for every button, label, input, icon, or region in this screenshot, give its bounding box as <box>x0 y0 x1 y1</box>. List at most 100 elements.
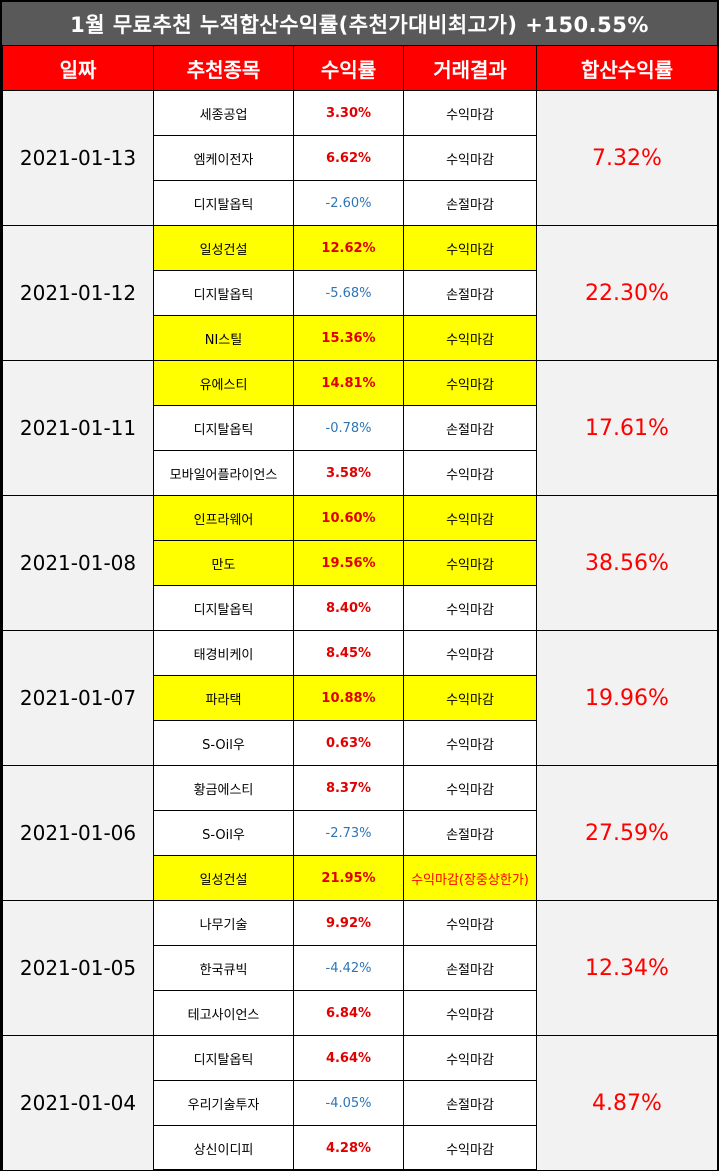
return-cell: -4.42% <box>293 945 404 991</box>
date-cell: 2021-01-06 <box>2 765 154 901</box>
return-cell: 4.28% <box>293 1125 404 1171</box>
stock-cell: 유에스티 <box>153 360 294 406</box>
result-cell: 수익마감 <box>403 135 537 181</box>
result-cell: 수익마감 <box>403 450 537 496</box>
result-cell: 수익마감 <box>403 1035 537 1081</box>
table-row: 테고사이언스 6.84% 수익마감 <box>3 990 718 1036</box>
header-result: 거래결과 <box>403 45 537 91</box>
table-row: 2021-01-06 황금에스티 8.37% 수익마감 27.59% <box>2 765 718 901</box>
stock-cell: 엠케이전자 <box>153 135 294 181</box>
stock-cell: 모바일어플라이언스 <box>153 450 294 496</box>
stock-cell: 나무기술 <box>153 900 294 946</box>
date-cell: 2021-01-04 <box>2 1035 154 1171</box>
page-title: 1월 무료추천 누적합산수익률(추천가대비최고가) +150.55% <box>2 2 717 45</box>
return-cell: 8.37% <box>293 765 404 811</box>
return-cell: 3.30% <box>293 90 404 136</box>
header-total: 합산수익률 <box>536 45 718 91</box>
stock-cell: 디지탈옵틱 <box>153 405 294 451</box>
table-row: S-Oil우 0.63% 수익마감 <box>3 720 718 766</box>
table-row: 엠케이전자 6.62% 수익마감 <box>3 135 718 181</box>
table-row: S-Oil우 -2.73% 손절마감 <box>3 810 718 856</box>
return-cell: 6.62% <box>293 135 404 181</box>
result-cell: 손절마감 <box>403 405 537 451</box>
result-cell: 수익마감 <box>403 225 537 271</box>
stock-cell: 디지탈옵틱 <box>153 270 294 316</box>
return-cell: -4.05% <box>293 1080 404 1126</box>
table-row: NI스틸 15.36% 수익마감 <box>3 315 718 361</box>
table-row: 상신이디피 4.28% 수익마감 <box>3 1125 718 1171</box>
total-return-cell: 7.32% <box>536 90 718 226</box>
stock-cell: 만도 <box>153 540 294 586</box>
result-cell: 손절마감 <box>403 810 537 856</box>
result-cell: 손절마감 <box>403 180 537 226</box>
result-cell: 손절마감 <box>403 270 537 316</box>
table-row: 만도 19.56% 수익마감 <box>3 540 718 586</box>
table-row: 2021-01-04 디지탈옵틱 4.64% 수익마감 4.87% <box>2 1035 718 1171</box>
date-cell: 2021-01-08 <box>2 495 154 631</box>
result-cell: 수익마감 <box>403 720 537 766</box>
result-cell: 수익마감 <box>403 315 537 361</box>
result-cell: 수익마감 <box>403 675 537 721</box>
result-cell: 수익마감 <box>403 900 537 946</box>
stock-cell: 파라택 <box>153 675 294 721</box>
result-cell: 수익마감 <box>403 540 537 586</box>
result-cell: 수익마감 <box>403 495 537 541</box>
stock-cell: 한국큐빅 <box>153 945 294 991</box>
return-cell: 9.92% <box>293 900 404 946</box>
table-row: 2021-01-08 인프라웨어 10.60% 수익마감 38.56% <box>2 495 718 631</box>
stock-cell: 황금에스티 <box>153 765 294 811</box>
total-return-cell: 38.56% <box>536 495 718 631</box>
stock-cell: 일성건설 <box>153 855 294 901</box>
header-return: 수익률 <box>293 45 404 91</box>
table-row: 모바일어플라이언스 3.58% 수익마감 <box>3 450 718 496</box>
result-cell: 수익마감 <box>403 990 537 1036</box>
result-cell: 수익마감 <box>403 360 537 406</box>
table-row: 2021-01-07 태경비케이 8.45% 수익마감 19.96% <box>2 630 718 766</box>
result-cell: 수익마감 <box>403 630 537 676</box>
table-row: 파라택 10.88% 수익마감 <box>3 675 718 721</box>
stock-cell: 태경비케이 <box>153 630 294 676</box>
table-body: 2021-01-13 세종공업 3.30% 수익마감 7.32% 엠케이전자 6.62% 수익… <box>2 90 718 1171</box>
return-cell: 10.88% <box>293 675 404 721</box>
return-cell: 6.84% <box>293 990 404 1036</box>
return-cell: -5.68% <box>293 270 404 316</box>
result-cell: 손절마감 <box>403 945 537 991</box>
table-row: 디지탈옵틱 -5.68% 손절마감 <box>3 270 718 316</box>
total-return-cell: 4.87% <box>536 1035 718 1171</box>
table-row: 디지탈옵틱 -0.78% 손절마감 <box>3 405 718 451</box>
table-row: 2021-01-05 나무기술 9.92% 수익마감 12.34% <box>2 900 718 1036</box>
return-cell: 15.36% <box>293 315 404 361</box>
return-cell: 8.40% <box>293 585 404 631</box>
date-cell: 2021-01-05 <box>2 900 154 1036</box>
return-cell: 19.56% <box>293 540 404 586</box>
total-return-cell: 27.59% <box>536 765 718 901</box>
stock-cell: 우리기술투자 <box>153 1080 294 1126</box>
result-cell: 수익마감 <box>403 90 537 136</box>
date-cell: 2021-01-11 <box>2 360 154 496</box>
result-cell: 수익마감(장중상한가) <box>403 855 537 901</box>
table-row: 2021-01-12 일성건설 12.62% 수익마감 22.30% <box>2 225 718 361</box>
stock-cell: 디지탈옵틱 <box>153 585 294 631</box>
return-cell: 21.95% <box>293 855 404 901</box>
result-cell: 수익마감 <box>403 1125 537 1171</box>
stock-cell: 디지탈옵틱 <box>153 180 294 226</box>
total-return-cell: 19.96% <box>536 630 718 766</box>
return-cell: 14.81% <box>293 360 404 406</box>
stock-cell: S-Oil우 <box>153 810 294 856</box>
stock-cell: 일성건설 <box>153 225 294 271</box>
return-cell: 3.58% <box>293 450 404 496</box>
stock-cell: S-Oil우 <box>153 720 294 766</box>
table-row: 2021-01-11 유에스티 14.81% 수익마감 17.61% <box>2 360 718 496</box>
header-stock: 추천종목 <box>153 45 294 91</box>
result-cell: 수익마감 <box>403 585 537 631</box>
return-cell: -2.73% <box>293 810 404 856</box>
table-row: 2021-01-13 세종공업 3.30% 수익마감 7.32% <box>2 90 718 226</box>
return-cell: -0.78% <box>293 405 404 451</box>
return-cell: 8.45% <box>293 630 404 676</box>
total-return-cell: 22.30% <box>536 225 718 361</box>
return-cell: 12.62% <box>293 225 404 271</box>
table-row: 일성건설 21.95% 수익마감(장중상한가) <box>3 855 718 901</box>
stock-cell: 인프라웨어 <box>153 495 294 541</box>
date-cell: 2021-01-12 <box>2 225 154 361</box>
return-cell: 4.64% <box>293 1035 404 1081</box>
